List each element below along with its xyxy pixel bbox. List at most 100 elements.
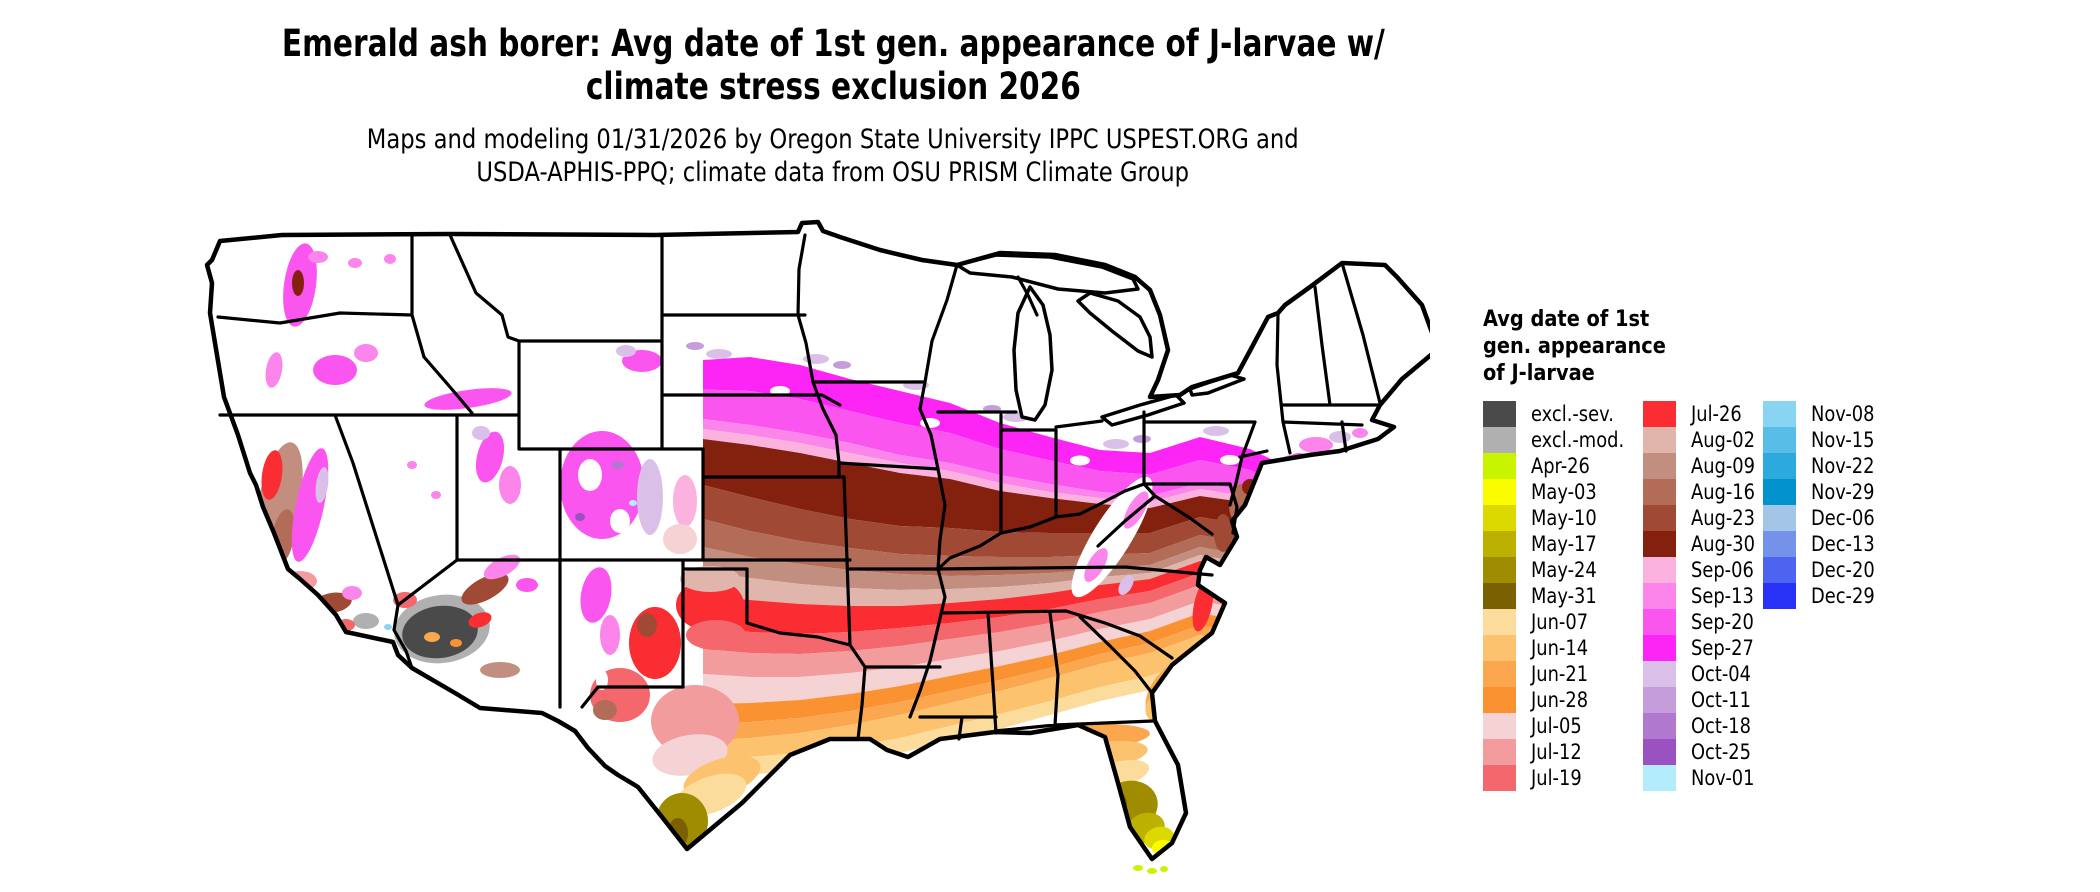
legend-entry: Oct-18 xyxy=(1643,713,1763,739)
legend-entry: Dec-20 xyxy=(1763,557,1913,583)
legend-label: Dec-13 xyxy=(1811,532,1875,556)
legend-swatch xyxy=(1643,609,1676,635)
legend-swatch xyxy=(1483,713,1516,739)
legend-entry: Jul-12 xyxy=(1483,739,1643,765)
legend-entry: Aug-02 xyxy=(1643,427,1763,453)
lake-michigan xyxy=(1012,285,1054,422)
legend-entry: Nov-01 xyxy=(1643,765,1763,791)
legend-title: Avg date of 1st gen. appearance of J-lar… xyxy=(1483,306,2011,387)
legend-label: May-17 xyxy=(1531,532,1597,556)
legend-label: May-24 xyxy=(1531,558,1597,582)
state-borders xyxy=(216,233,1382,741)
legend-label: Aug-02 xyxy=(1691,428,1756,452)
great-lakes xyxy=(955,253,1246,427)
legend-swatch xyxy=(1643,557,1676,583)
legend-entry: Dec-06 xyxy=(1763,505,1913,531)
legend-entry: Aug-23 xyxy=(1643,505,1763,531)
legend-entry: Nov-22 xyxy=(1763,453,1913,479)
legend-label: Aug-09 xyxy=(1691,454,1756,478)
legend-entry: Oct-11 xyxy=(1643,687,1763,713)
title-line-1: Emerald ash borer: Avg date of 1st gen. … xyxy=(281,22,1385,65)
legend-swatch xyxy=(1643,479,1676,505)
legend-swatch xyxy=(1763,401,1796,427)
legend-label: Jun-21 xyxy=(1531,662,1589,686)
legend-entry: Aug-16 xyxy=(1643,479,1763,505)
legend-label: Jun-14 xyxy=(1531,636,1589,660)
legend-label: Jul-26 xyxy=(1691,402,1742,426)
figure-subtitle: Maps and modeling 01/31/2026 by Oregon S… xyxy=(0,123,1666,189)
legend-label: Jun-07 xyxy=(1531,610,1589,634)
legend-swatch xyxy=(1763,505,1796,531)
legend-label: Nov-29 xyxy=(1811,480,1875,504)
legend-swatch xyxy=(1643,531,1676,557)
legend-columns: excl.-sev. excl.-mod. Apr-26 May-03 May-10 Ma… xyxy=(1483,401,2083,791)
legend-swatch xyxy=(1483,401,1516,427)
legend-swatch xyxy=(1483,661,1516,687)
legend-entry: Sep-06 xyxy=(1643,557,1763,583)
legend-swatch xyxy=(1643,661,1676,687)
legend-swatch xyxy=(1643,739,1676,765)
legend-swatch xyxy=(1483,687,1516,713)
florida-keys-dots xyxy=(1133,865,1168,874)
legend-entry: Sep-27 xyxy=(1643,635,1763,661)
legend-label: Jul-12 xyxy=(1531,740,1582,764)
legend-column: Nov-08 Nov-15 Nov-22 Nov-29 Dec-06 Dec-13 Dec-… xyxy=(1763,401,1913,609)
lake-erie xyxy=(1100,393,1186,427)
legend-swatch xyxy=(1763,479,1796,505)
legend-swatch xyxy=(1483,505,1516,531)
legend-swatch xyxy=(1763,531,1796,557)
legend-swatch xyxy=(1643,401,1676,427)
legend-entry: Jul-19 xyxy=(1483,765,1643,791)
legend-label: Nov-01 xyxy=(1691,766,1755,790)
legend-label: May-03 xyxy=(1531,480,1597,504)
legend-entry: Nov-29 xyxy=(1763,479,1913,505)
legend-column: Jul-26 Aug-02 Aug-09 Aug-16 Aug-23 Aug-30 Sep-… xyxy=(1643,401,1763,791)
legend-label: Sep-06 xyxy=(1691,558,1754,582)
legend-swatch xyxy=(1483,531,1516,557)
legend-entry: May-24 xyxy=(1483,557,1643,583)
legend-swatch xyxy=(1483,739,1516,765)
legend-entry: Oct-04 xyxy=(1643,661,1763,687)
legend-column: excl.-sev. excl.-mod. Apr-26 May-03 May-10 Ma… xyxy=(1483,401,1643,791)
map-outline xyxy=(204,219,1430,862)
legend-label: Oct-11 xyxy=(1691,688,1752,712)
legend-swatch xyxy=(1483,479,1516,505)
legend-swatch xyxy=(1643,427,1676,453)
legend-entry: excl.-sev. xyxy=(1483,401,1643,427)
legend-label: Apr-26 xyxy=(1531,454,1590,478)
legend-label: May-31 xyxy=(1531,584,1597,608)
legend-entry: excl.-mod. xyxy=(1483,427,1643,453)
legend-swatch xyxy=(1643,765,1676,791)
legend-entry: Aug-09 xyxy=(1643,453,1763,479)
legend-swatch xyxy=(1763,557,1796,583)
legend-entry: May-10 xyxy=(1483,505,1643,531)
legend-entry: Nov-15 xyxy=(1763,427,1913,453)
legend-label: May-10 xyxy=(1531,506,1597,530)
legend-label: Jun-28 xyxy=(1531,688,1589,712)
legend-label: Aug-16 xyxy=(1691,480,1756,504)
legend-entry: May-17 xyxy=(1483,531,1643,557)
us-choropleth-map xyxy=(204,219,1430,874)
map-legend: Avg date of 1st gen. appearance of J-lar… xyxy=(1483,306,2083,791)
legend-entry: Oct-25 xyxy=(1643,739,1763,765)
legend-label: Sep-20 xyxy=(1691,610,1754,634)
legend-entry: Apr-26 xyxy=(1483,453,1643,479)
legend-label: Nov-22 xyxy=(1811,454,1875,478)
legend-entry: Aug-30 xyxy=(1643,531,1763,557)
legend-label: Sep-13 xyxy=(1691,584,1754,608)
legend-swatch xyxy=(1483,557,1516,583)
legend-title-line: of J-larvae xyxy=(1483,361,1595,386)
legend-entry: Jun-14 xyxy=(1483,635,1643,661)
legend-entry: May-31 xyxy=(1483,583,1643,609)
legend-label: Oct-18 xyxy=(1691,714,1752,738)
legend-swatch xyxy=(1483,765,1516,791)
legend-title-line: gen. appearance xyxy=(1483,334,1666,359)
legend-swatch xyxy=(1643,635,1676,661)
legend-label: Jul-19 xyxy=(1531,766,1582,790)
legend-label: Aug-23 xyxy=(1691,506,1756,530)
legend-entry: Sep-20 xyxy=(1643,609,1763,635)
legend-swatch xyxy=(1643,583,1676,609)
legend-entry: Dec-13 xyxy=(1763,531,1913,557)
title-line-2: climate stress exclusion 2026 xyxy=(585,65,1081,108)
